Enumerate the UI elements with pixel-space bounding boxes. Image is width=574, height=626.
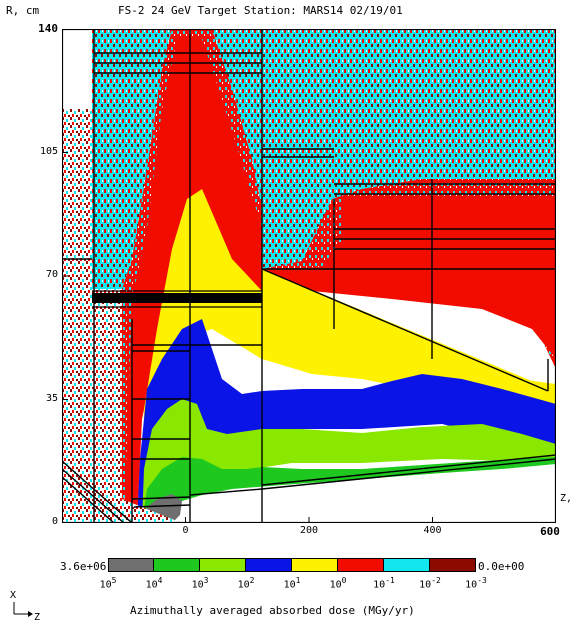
decade-exponent: 0 <box>341 576 347 585</box>
colorbar-swatch <box>246 558 292 572</box>
heatmap-plot <box>62 29 556 523</box>
chart-title: FS-2 24 GeV Target Station: MARS14 02/19… <box>118 4 403 17</box>
decade-base: 10 <box>191 579 204 591</box>
colorbar-swatch <box>292 558 338 572</box>
decade-base: 10 <box>419 579 432 591</box>
decade-base: 10 <box>237 579 250 591</box>
colorbar-swatch <box>338 558 384 572</box>
y-axis-label: R, cm <box>6 4 40 17</box>
region-blue <box>137 319 556 523</box>
colorbar-decade-label: 101 <box>274 576 310 590</box>
axis-orientation-z: Z <box>34 612 41 623</box>
colorbar-decade-label: 10-2 <box>412 576 448 590</box>
colorbar-decade-label: 10-3 <box>458 576 494 590</box>
y-tick-label: 70 <box>45 269 58 280</box>
decade-exponent: 1 <box>295 576 301 585</box>
decade-base: 10 <box>465 579 478 591</box>
x-tick-label: 200 <box>299 525 319 536</box>
colorbar-swatch <box>154 558 200 572</box>
region-cyan-patch <box>262 29 556 179</box>
decade-base: 10 <box>373 579 386 591</box>
decade-exponent: -1 <box>385 576 395 585</box>
colorbar-max-label: 3.6e+06 <box>60 560 107 573</box>
x-axis-label: Z, cm <box>560 494 574 503</box>
colorbar-swatch <box>430 558 476 572</box>
y-tick-label: 0 <box>51 516 58 527</box>
decade-exponent: -2 <box>431 576 441 585</box>
axis-orientation-arrow-icon <box>13 602 33 617</box>
colorbar-decade-label: 100 <box>320 576 356 590</box>
region-beam-gap <box>62 459 182 523</box>
region-lightgreen <box>142 399 556 523</box>
decade-exponent: 3 <box>203 576 209 585</box>
colorbar-decade-label: 105 <box>90 576 126 590</box>
decade-exponent: 2 <box>249 576 255 585</box>
decade-base: 10 <box>283 579 296 591</box>
x-tick-label: 400 <box>423 525 442 536</box>
decade-exponent: 4 <box>157 576 163 585</box>
colorbar-swatch <box>108 558 154 572</box>
colorbar-min-label: 0.0e+00 <box>478 560 525 573</box>
colorbar: 3.6e+06 0.0e+00 105 104 103 102 101 100 10-1 10-2… <box>60 558 525 602</box>
colorbar-swatch <box>384 558 430 572</box>
decade-base: 10 <box>99 579 112 591</box>
colorbar-decade-label: 102 <box>228 576 264 590</box>
colorbar-caption: Azimuthally averaged absorbed dose (MGy/… <box>130 604 415 617</box>
geometry-lines <box>62 29 556 523</box>
decade-base: 10 <box>145 579 158 591</box>
x-tick-label: 600 <box>540 525 560 538</box>
region-red-block <box>342 199 556 269</box>
decade-exponent: -3 <box>477 576 487 585</box>
colorbar-decade-label: 103 <box>182 576 218 590</box>
region-yellow <box>142 189 556 523</box>
colorbar-decade-label: 104 <box>136 576 172 590</box>
colorbar-decade-label: 10-1 <box>366 576 402 590</box>
y-tick-label: 35 <box>45 392 58 404</box>
axis-orientation-x: X <box>10 590 17 601</box>
decade-base: 10 <box>329 579 342 591</box>
colorbar-swatch <box>200 558 246 572</box>
y-tick-label: 105 <box>39 145 58 157</box>
decade-exponent: 5 <box>111 576 117 585</box>
x-tick-label: 0 <box>182 525 189 536</box>
region-yellow-wedge <box>262 269 556 407</box>
region-green <box>142 457 556 523</box>
y-tick-label: 140 <box>38 22 58 35</box>
thick-plate <box>92 290 262 308</box>
